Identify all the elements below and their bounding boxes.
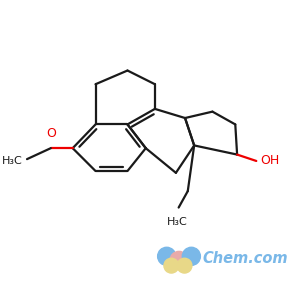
- Text: OH: OH: [260, 154, 279, 167]
- Text: O: O: [47, 127, 57, 140]
- Text: H₃C: H₃C: [2, 156, 22, 166]
- Circle shape: [158, 247, 176, 266]
- Text: Chem.com: Chem.com: [203, 251, 289, 266]
- Circle shape: [164, 258, 179, 273]
- Circle shape: [177, 258, 192, 273]
- Circle shape: [182, 247, 200, 266]
- Circle shape: [170, 251, 188, 269]
- Text: H₃C: H₃C: [167, 217, 187, 227]
